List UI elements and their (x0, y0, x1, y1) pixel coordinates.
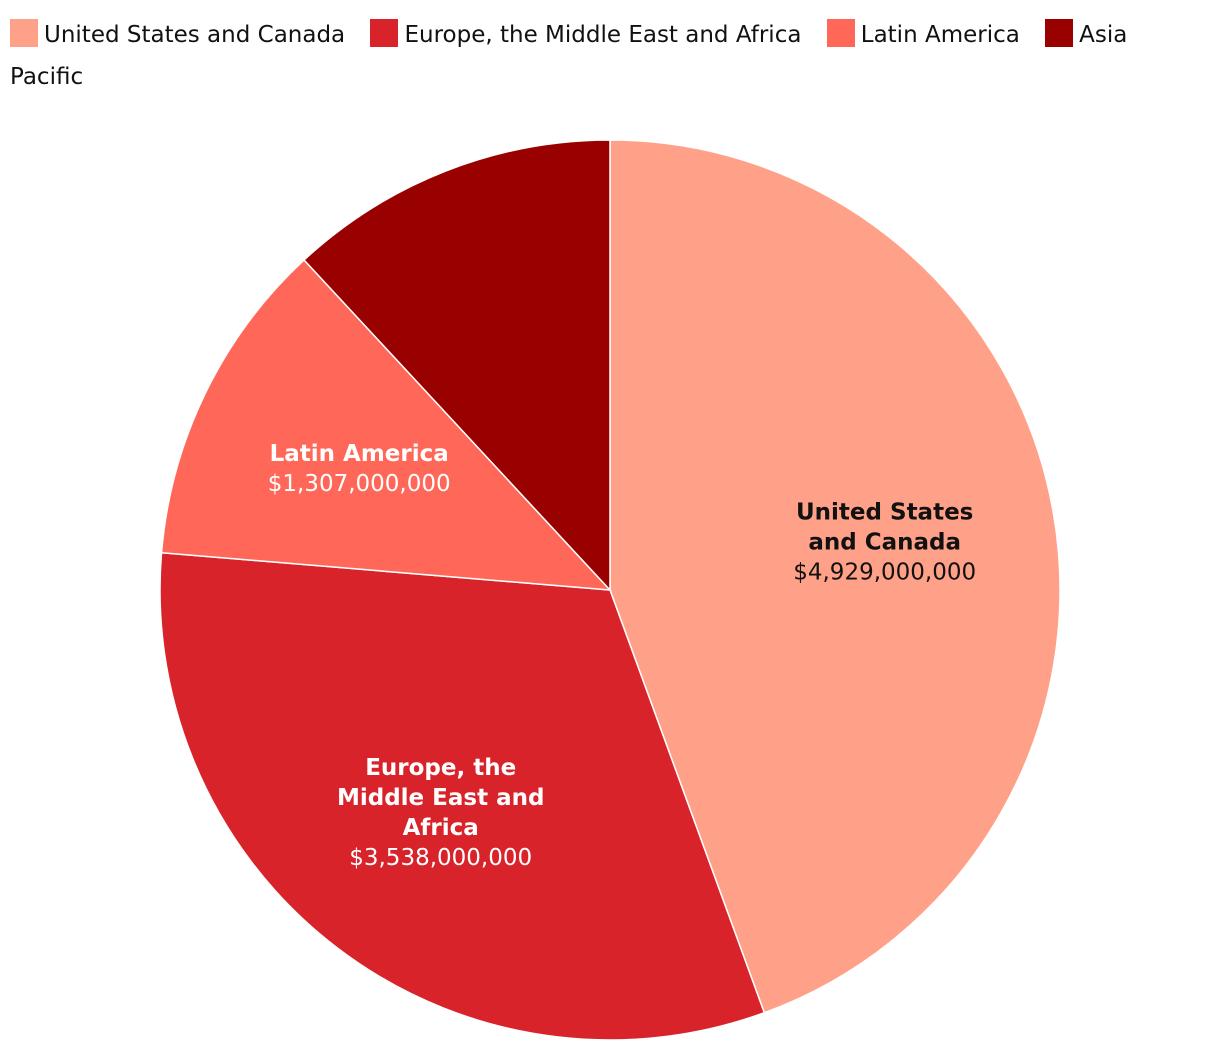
legend-swatch (370, 19, 399, 47)
pie-slice (609, 139, 1061, 1014)
slice-value: $1,307,000,000 (268, 471, 451, 497)
legend-item: United States and Canada (10, 19, 346, 48)
slice-name: Africa (403, 815, 479, 841)
slice-name: United States (796, 499, 973, 525)
legend-item: Europe, the Middle East and Africa (370, 19, 802, 48)
legend-item: Asia Pacific (10, 19, 1128, 90)
slice-label: United States and Canada $4,929,000,000 (793, 499, 976, 585)
slice-value: $4,929,000,000 (793, 559, 976, 585)
pie-slice (160, 258, 612, 591)
slice-label: Latin America $1,307,000,000 (268, 441, 451, 497)
legend-swatch (10, 19, 38, 47)
slice-name: Middle East and (337, 785, 544, 811)
slice-label: Europe, the Middle East and Africa $3,538,0… (337, 755, 544, 871)
slice-name: Latin America (270, 441, 449, 467)
legend-label: Asia Pacific (10, 22, 1128, 90)
slice-value: $3,538,000,000 (349, 845, 532, 871)
legend-label: Europe, the Middle East and Africa (404, 22, 802, 48)
legend-label: United States and Canada (44, 22, 346, 48)
legend-item: Latin America (826, 19, 1020, 48)
slice-name: Europe, the (365, 755, 516, 781)
legend-swatch (1045, 19, 1074, 47)
legend-label: Latin America (860, 22, 1020, 48)
legend: United States and Canada Europe, the Mid… (10, 14, 1200, 98)
legend-swatch (826, 19, 855, 47)
pie-slice (159, 551, 766, 1041)
slice-name: and Canada (808, 529, 961, 555)
pie-slice (302, 139, 611, 592)
